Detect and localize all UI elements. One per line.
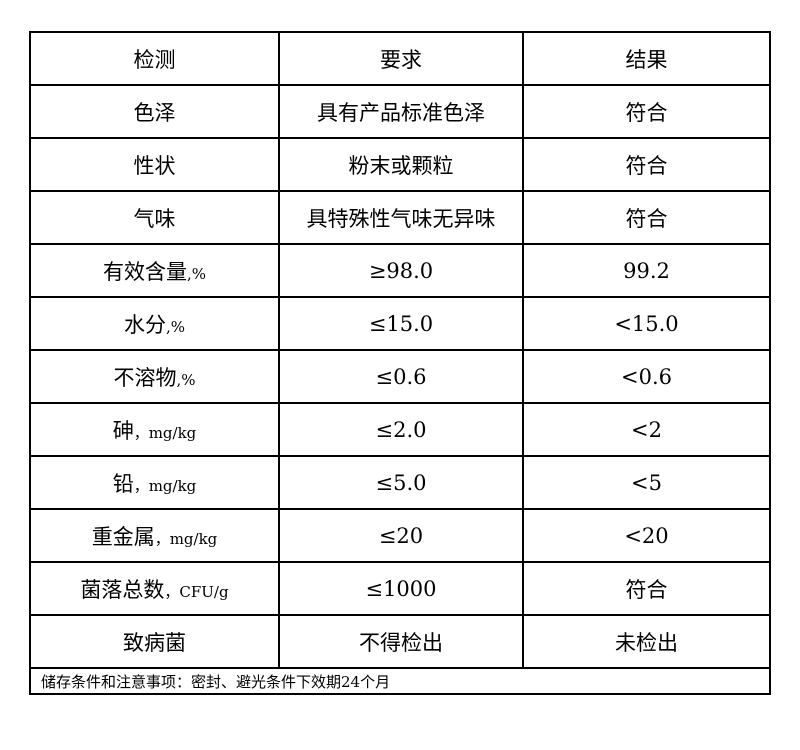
table-row: 致病菌 不得检出 未检出	[29, 614, 771, 669]
table-row: 铅，mg/kg ≤5.0 <5	[29, 455, 771, 510]
requirement-cell: ≤15.0	[278, 296, 524, 351]
table-row: 色泽 具有产品标准色泽 符合	[29, 84, 771, 139]
item-cell: 水分,%	[29, 296, 280, 351]
table-row: 重金属，mg/kg ≤20 <20	[29, 508, 771, 563]
result-cell: 99.2	[522, 243, 771, 298]
item-name: 气味	[133, 206, 176, 231]
item-name: 砷	[112, 418, 134, 443]
item-cell: 气味	[29, 190, 280, 245]
table-row: 不溶物,% ≤0.6 <0.6	[29, 349, 771, 404]
table-row: 砷，mg/kg ≤2.0 <2	[29, 402, 771, 457]
table-row: 性状 粉末或颗粒 符合	[29, 137, 771, 192]
requirement-cell: ≤1000	[278, 561, 524, 616]
item-name: 铅	[112, 471, 134, 496]
result-cell: 符合	[522, 137, 771, 192]
requirement-cell: ≤5.0	[278, 455, 524, 510]
result-cell: 符合	[522, 84, 771, 139]
item-unit: ,%	[186, 264, 207, 283]
item-unit: ,%	[165, 317, 186, 336]
requirement-cell: ≤20	[278, 508, 524, 563]
item-cell: 铅，mg/kg	[29, 455, 280, 510]
result-cell: <2	[522, 402, 771, 457]
requirement-cell: ≥98.0	[278, 243, 524, 298]
footer-row: 储存条件和注意事项：密封、避光条件下效期24个月	[29, 667, 771, 695]
result-cell: 符合	[522, 561, 771, 616]
item-unit: ，mg/kg	[133, 423, 197, 442]
item-unit: ，mg/kg	[154, 529, 218, 548]
table-row: 气味 具特殊性气味无异味 符合	[29, 190, 771, 245]
item-cell: 致病菌	[29, 614, 280, 669]
table-row: 菌落总数，CFU/g ≤1000 符合	[29, 561, 771, 616]
requirement-cell: 具有产品标准色泽	[278, 84, 524, 139]
item-name: 致病菌	[123, 630, 186, 655]
item-unit: ,%	[176, 370, 196, 389]
item-name: 性状	[133, 153, 176, 178]
result-cell: <15.0	[522, 296, 771, 351]
item-cell: 不溶物,%	[29, 349, 280, 404]
item-name: 不溶物	[113, 365, 177, 390]
item-name: 水分	[123, 312, 166, 337]
item-cell: 性状	[29, 137, 280, 192]
item-cell: 有效含量,%	[29, 243, 280, 298]
table-row: 有效含量,% ≥98.0 99.2	[29, 243, 771, 298]
requirement-cell: 具特殊性气味无异味	[278, 190, 524, 245]
item-name: 有效含量	[102, 259, 187, 284]
item-unit: ，CFU/g	[164, 582, 229, 601]
storage-note: 储存条件和注意事项：密封、避光条件下效期24个月	[29, 667, 771, 695]
item-cell: 菌落总数，CFU/g	[29, 561, 280, 616]
result-cell: <0.6	[522, 349, 771, 404]
result-cell: <20	[522, 508, 771, 563]
result-cell: 未检出	[522, 614, 771, 669]
item-name: 色泽	[133, 100, 176, 125]
item-cell: 砷，mg/kg	[29, 402, 280, 457]
requirement-cell: ≤0.6	[278, 349, 524, 404]
requirement-cell: 粉末或颗粒	[278, 137, 524, 192]
inspection-table: 检测 要求 结果 色泽 具有产品标准色泽 符合 性状 粉末或颗粒 符合 气味 具特殊…	[29, 31, 771, 695]
header-test: 检测	[29, 31, 280, 86]
item-name: 重金属	[91, 524, 155, 549]
requirement-cell: 不得检出	[278, 614, 524, 669]
result-cell: <5	[522, 455, 771, 510]
item-unit: ，mg/kg	[133, 476, 197, 495]
requirement-cell: ≤2.0	[278, 402, 524, 457]
item-cell: 重金属，mg/kg	[29, 508, 280, 563]
item-cell: 色泽	[29, 84, 280, 139]
item-name: 菌落总数	[80, 577, 165, 602]
header-row: 检测 要求 结果	[29, 31, 771, 86]
table-row: 水分,% ≤15.0 <15.0	[29, 296, 771, 351]
header-result: 结果	[522, 31, 771, 86]
result-cell: 符合	[522, 190, 771, 245]
header-requirement: 要求	[278, 31, 524, 86]
